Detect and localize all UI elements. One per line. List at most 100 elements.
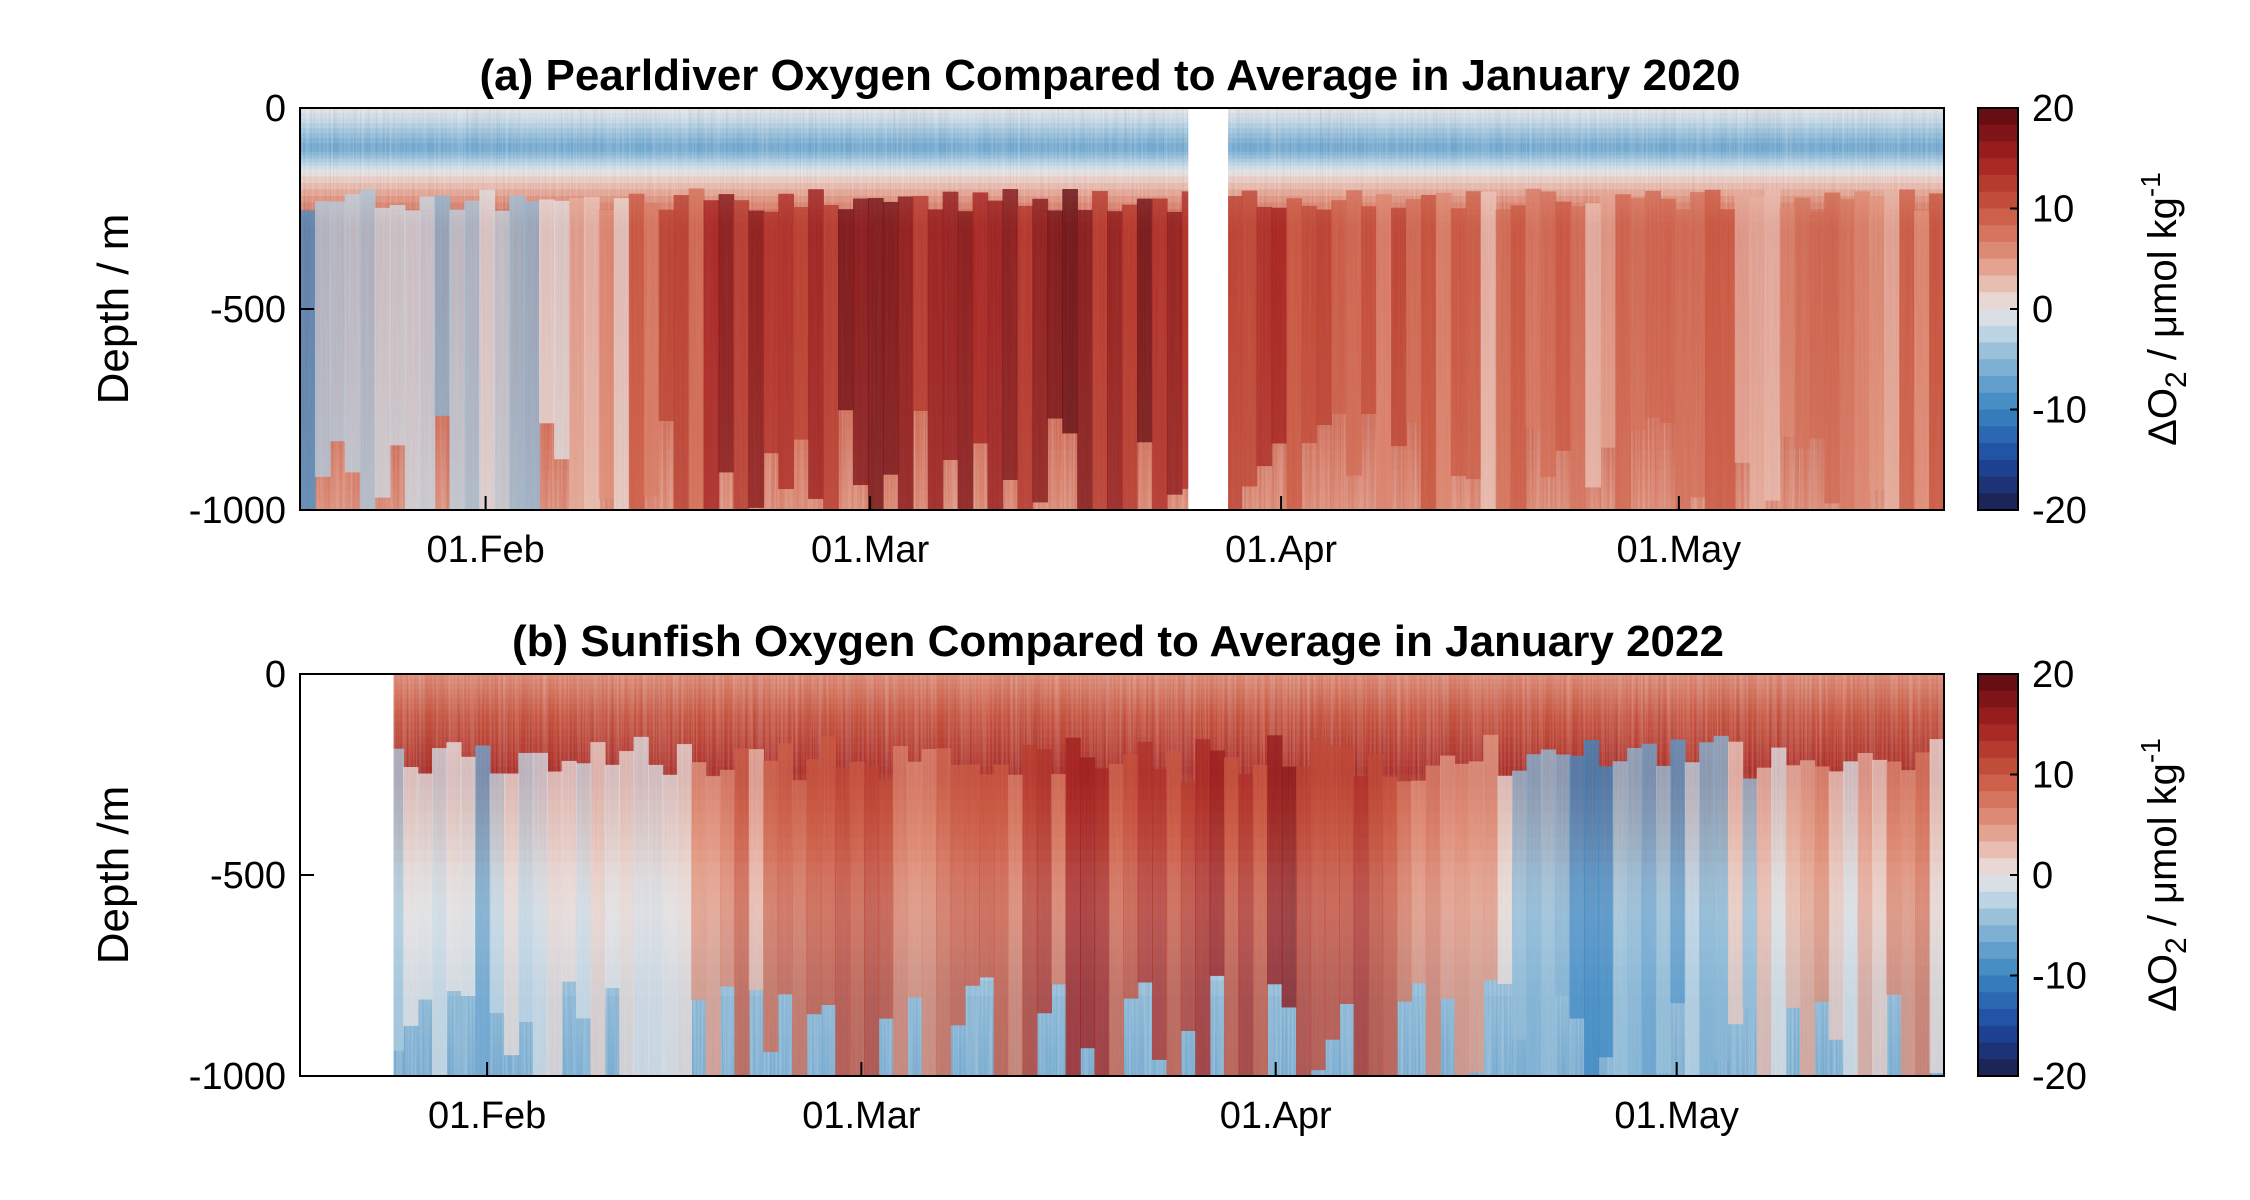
heatmap-column-1-4 bbox=[417, 773, 433, 1000]
colorbar-segment-0-4 bbox=[1978, 175, 2018, 193]
heatmap-column-0-51 bbox=[1062, 189, 1078, 434]
heatmap-column-1-39 bbox=[921, 749, 937, 1076]
heatmap-column-0-41 bbox=[912, 195, 929, 411]
heatmap-column-0-27 bbox=[703, 200, 720, 511]
panel-b-columns bbox=[360, 734, 1945, 1076]
heatmap-column-1-43 bbox=[979, 774, 995, 978]
heatmap-column-1-96 bbox=[1742, 778, 1758, 1009]
panel-b-colorbar-label: ΔO2 / μmol kg-1 bbox=[2135, 738, 2193, 1012]
colorbar-segment-0-2 bbox=[1978, 141, 2018, 159]
heatmap-column-0-62 bbox=[1226, 195, 1243, 510]
heatmap-column-0-105 bbox=[1869, 196, 1886, 490]
heatmap-column-1-85 bbox=[1584, 739, 1600, 1076]
heatmap-column-1-12 bbox=[532, 752, 548, 1076]
panel-a-x-axis: 01.Feb 01.Mar 01.Apr 01.May bbox=[426, 496, 1741, 571]
heatmap-column-0-70 bbox=[1346, 190, 1362, 476]
heatmap-column-1-15 bbox=[576, 763, 592, 1019]
colorbar-segment-1-19 bbox=[1978, 992, 2018, 1010]
heatmap-column-0-88 bbox=[1615, 194, 1631, 510]
colorbar-segment-0-16 bbox=[1978, 376, 2018, 394]
heatmap-column-0-25 bbox=[673, 195, 690, 511]
panel-a-title: (a) Pearldiver Oxygen Compared to Averag… bbox=[479, 51, 1740, 100]
heatmap-column-0-83 bbox=[1540, 191, 1557, 477]
panel-a-gaps bbox=[1188, 108, 1229, 510]
heatmap-column-1-42 bbox=[964, 764, 980, 986]
heatmap-column-0-53 bbox=[1092, 191, 1108, 510]
heatmap-column-1-58 bbox=[1195, 739, 1211, 1076]
data-gap-0-0 bbox=[1188, 108, 1229, 510]
heatmap-column-0-92 bbox=[1674, 210, 1691, 510]
heatmap-column-0-26 bbox=[688, 188, 705, 510]
colorbar-segment-1-14 bbox=[1978, 908, 2018, 926]
x-tick-label-0-3: 01.May bbox=[1617, 529, 1742, 571]
heatmap-column-0-86 bbox=[1585, 203, 1602, 488]
heatmap-column-0-39 bbox=[882, 201, 899, 475]
heatmap-column-0-84 bbox=[1555, 201, 1572, 451]
x-tick-label-1-0: 01.Feb bbox=[428, 1095, 546, 1137]
colorbar-tick-label-1-2: 0 bbox=[2032, 855, 2053, 897]
panel-b-title: (b) Sunfish Oxygen Compared to Average i… bbox=[512, 617, 1724, 666]
heatmap-column-0-47 bbox=[1002, 189, 1019, 480]
colorbar-segment-1-16 bbox=[1978, 942, 2018, 960]
heatmap-column-0-38 bbox=[867, 198, 884, 510]
colorbar-tick-label-0-2: 0 bbox=[2032, 289, 2053, 331]
heatmap-column-1-92 bbox=[1684, 762, 1700, 1076]
x-tick-label-0-1: 01.Mar bbox=[811, 529, 930, 571]
heatmap-column-0-74 bbox=[1405, 199, 1422, 423]
heatmap-column-1-79 bbox=[1497, 775, 1513, 985]
colorbar-segment-0-12 bbox=[1978, 309, 2018, 327]
heatmap-column-1-20 bbox=[648, 764, 664, 1076]
y-tick-label-0-0: 0 bbox=[265, 88, 286, 130]
heatmap-column-0-68 bbox=[1316, 209, 1333, 426]
colorbar-segment-0-10 bbox=[1978, 275, 2018, 293]
heatmap-column-0-14 bbox=[509, 195, 525, 510]
colorbar-segment-1-13 bbox=[1978, 891, 2018, 909]
heatmap-column-1-67 bbox=[1324, 744, 1340, 1040]
panel-b-gaps bbox=[300, 674, 394, 1076]
colorbar-segment-1-5 bbox=[1978, 757, 2018, 775]
heatmap-column-1-35 bbox=[864, 765, 880, 1076]
heatmap-column-1-26 bbox=[734, 748, 750, 1076]
heatmap-column-1-93 bbox=[1699, 742, 1715, 1076]
heatmap-column-1-5 bbox=[432, 748, 448, 1076]
heatmap-column-1-75 bbox=[1440, 755, 1456, 999]
heatmap-column-0-57 bbox=[1151, 198, 1168, 511]
x-tick-label-0-2: 01.Apr bbox=[1225, 529, 1337, 571]
colorbar-segment-1-10 bbox=[1978, 841, 2018, 859]
heatmap-column-1-37 bbox=[892, 745, 908, 1076]
panel-b: (b) Sunfish Oxygen Compared to Average i… bbox=[89, 617, 2193, 1137]
heatmap-column-0-13 bbox=[494, 210, 511, 511]
x-tick-label-1-1: 01.Mar bbox=[802, 1095, 921, 1137]
colorbar-segment-0-17 bbox=[1978, 392, 2018, 410]
heatmap-column-1-91 bbox=[1670, 739, 1686, 1004]
heatmap-column-1-99 bbox=[1785, 765, 1801, 1008]
heatmap-column-1-13 bbox=[547, 771, 563, 1076]
heatmap-column-0-22 bbox=[628, 193, 645, 510]
heatmap-column-1-48 bbox=[1051, 774, 1067, 985]
heatmap-column-0-98 bbox=[1764, 189, 1781, 501]
heatmap-column-1-9 bbox=[489, 773, 505, 1013]
colorbar-tick-label-1-0: 20 bbox=[2032, 654, 2074, 696]
heatmap-column-0-67 bbox=[1301, 205, 1318, 444]
heatmap-column-0-43 bbox=[942, 191, 959, 461]
heatmap-column-0-66 bbox=[1286, 198, 1303, 510]
heatmap-column-1-65 bbox=[1296, 766, 1312, 1076]
heatmap-column-1-10 bbox=[504, 773, 520, 1056]
panel-b-colorbar: 20 10 0 -10 -20 bbox=[1977, 654, 2087, 1098]
colorbar-segment-0-13 bbox=[1978, 325, 2018, 343]
heatmap-column-0-101 bbox=[1809, 211, 1826, 439]
heatmap-column-0-1 bbox=[314, 201, 331, 477]
colorbar-segment-0-23 bbox=[1978, 493, 2018, 511]
colorbar-segment-0-19 bbox=[1978, 426, 2018, 444]
heatmap-column-1-81 bbox=[1526, 754, 1542, 1076]
heatmap-column-1-7 bbox=[460, 756, 476, 997]
heatmap-column-0-19 bbox=[583, 196, 600, 510]
heatmap-column-0-99 bbox=[1779, 207, 1796, 437]
heatmap-column-0-107 bbox=[1899, 189, 1915, 511]
heatmap-column-1-60 bbox=[1224, 757, 1240, 1076]
colorbar-segment-0-8 bbox=[1978, 242, 2018, 260]
heatmap-column-1-24 bbox=[705, 776, 721, 1076]
heatmap-column-1-56 bbox=[1166, 750, 1182, 1076]
heatmap-column-0-56 bbox=[1136, 198, 1153, 443]
colorbar-segment-0-22 bbox=[1978, 476, 2018, 494]
